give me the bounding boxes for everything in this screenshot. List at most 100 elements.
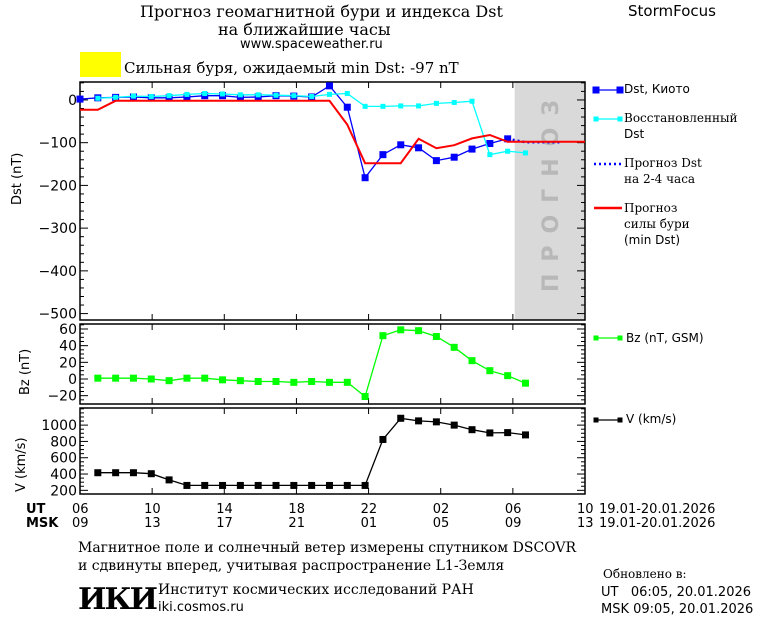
data-point	[450, 343, 458, 351]
ut-tick-label: 14	[216, 502, 233, 517]
institute-link[interactable]: iki.cosmos.ru	[158, 600, 244, 615]
data-point	[201, 374, 209, 382]
data-point	[416, 103, 422, 109]
data-point	[129, 469, 137, 477]
data-point	[361, 174, 369, 182]
data-point	[361, 481, 369, 489]
ut-tick-label: 18	[288, 502, 305, 517]
data-point	[397, 414, 405, 422]
y-tick-label: 800	[50, 434, 77, 450]
y-tick-label: 1000	[41, 418, 77, 434]
data-point	[165, 377, 173, 385]
msk-tick-label: 13	[577, 516, 594, 531]
data-point	[129, 374, 137, 382]
data-point	[487, 152, 493, 158]
data-point	[201, 481, 209, 489]
data-point	[362, 103, 368, 109]
data-point	[236, 93, 244, 101]
data-point	[415, 327, 423, 335]
data-point	[380, 103, 386, 109]
chart-title: Прогноз геомагнитной бури и индекса Dst	[140, 2, 503, 21]
data-point	[308, 481, 316, 489]
data-point	[379, 151, 387, 159]
data-point	[468, 357, 476, 365]
y-tick-label: 60	[59, 322, 77, 338]
legend-v: V (km/s)	[626, 412, 677, 426]
dst-axis-label: Dst (nT)	[10, 152, 25, 205]
updated-ut: UT 06:05, 20.01.2026	[601, 585, 752, 600]
data-point	[504, 429, 512, 437]
series-line-0-1	[97, 92, 526, 156]
site-link[interactable]: www.spaceweather.ru	[240, 37, 383, 52]
data-point	[130, 93, 136, 99]
series-line-2-0	[97, 417, 526, 487]
data-point	[486, 367, 494, 375]
data-point	[469, 98, 475, 104]
brand-label: StormFocus	[628, 2, 716, 20]
legend-restored-2: Dst	[624, 127, 645, 141]
data-point	[254, 378, 262, 385]
data-point	[361, 393, 369, 400]
msk-tick-label: 21	[288, 516, 305, 531]
msk-tick-label: 09	[504, 516, 522, 531]
data-point	[450, 421, 458, 429]
legend-storm-2: силы бури	[624, 217, 690, 231]
ut-tick-label: 10	[144, 502, 161, 517]
updated-msk: MSK 09:05, 20.01.2026	[601, 602, 754, 617]
data-point	[325, 82, 333, 90]
msk-tick-label: 13	[144, 516, 161, 531]
data-point	[112, 469, 120, 477]
data-point	[202, 91, 208, 97]
chart-subtitle: на ближайшие часы	[218, 20, 391, 39]
msk-label: MSK	[26, 516, 59, 531]
legend-forecast-1: Прогноз Dst	[624, 156, 702, 170]
legend-swatch-marker	[616, 86, 624, 94]
data-point	[255, 92, 261, 98]
data-point	[504, 372, 512, 380]
y-tick-label: 0	[68, 93, 77, 109]
data-point	[94, 469, 102, 477]
data-point	[237, 92, 243, 98]
data-point	[147, 470, 155, 478]
data-point	[398, 103, 404, 109]
data-point	[344, 91, 350, 97]
data-point	[309, 94, 315, 100]
v-axis-label: V (km/s)	[14, 437, 29, 492]
panel-frame	[79, 81, 586, 321]
footer-note-1: Магнитное поле и солнечный ветер измерен…	[78, 540, 577, 556]
data-point	[166, 93, 172, 99]
data-point	[165, 476, 173, 484]
y-tick-label: −300	[39, 221, 77, 237]
data-point	[432, 418, 440, 426]
data-point	[397, 141, 405, 149]
data-point	[113, 94, 119, 100]
data-point	[415, 144, 423, 152]
iki-logo: ИКИ	[78, 582, 158, 617]
msk-tick-label: 09	[72, 516, 89, 531]
institute-name: Институт космических исследований РАН	[158, 582, 474, 598]
msk-date-range: 19.01-20.01.2026	[599, 516, 716, 531]
y-tick-label: −500	[39, 307, 77, 323]
data-point	[486, 429, 494, 437]
panel-frame	[79, 323, 586, 405]
data-point	[415, 417, 423, 425]
legend-dst-kyoto: Dst, Киото	[624, 82, 690, 96]
y-tick-label: −200	[39, 178, 77, 194]
data-point	[486, 140, 494, 148]
data-point	[325, 378, 333, 386]
data-point	[184, 91, 190, 97]
data-point	[432, 333, 440, 340]
data-point	[433, 100, 439, 106]
data-point	[236, 481, 244, 489]
data-point	[290, 378, 298, 386]
data-point	[219, 481, 227, 489]
legend-forecast-2: на 2-4 часа	[624, 172, 696, 186]
data-point	[254, 481, 262, 489]
data-point	[220, 91, 226, 97]
data-point	[468, 426, 476, 434]
legend-swatch-marker	[593, 116, 599, 122]
legend-swatch-marker	[617, 417, 623, 423]
y-tick-label: −100	[39, 136, 77, 152]
